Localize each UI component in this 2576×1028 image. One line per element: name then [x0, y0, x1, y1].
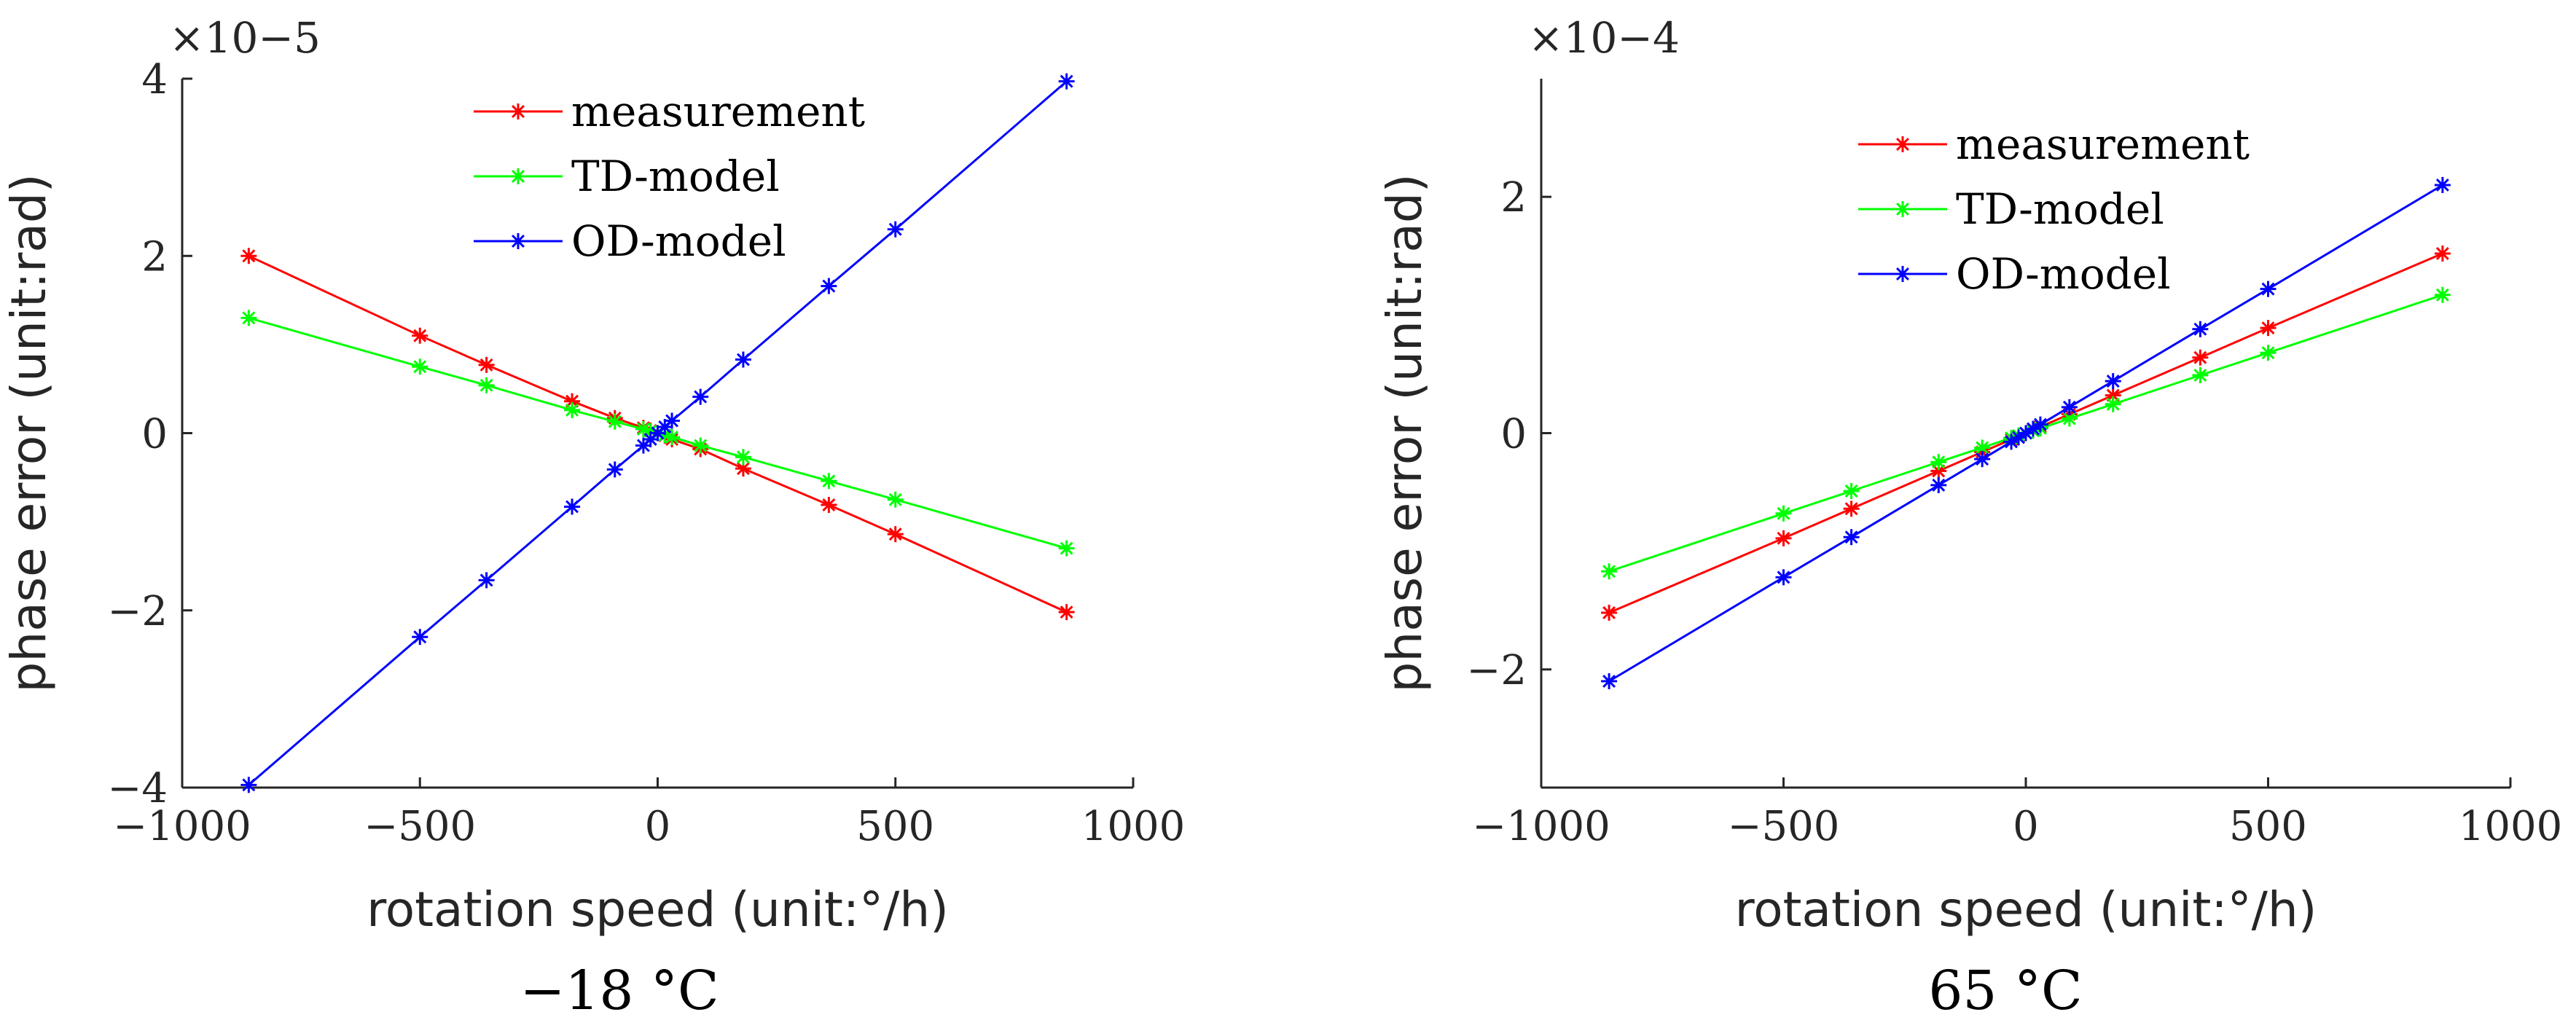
- x-tick-label: 1000: [2459, 803, 2563, 850]
- data-point-OD-model: [606, 461, 623, 478]
- y-tick-label: 4: [141, 56, 168, 103]
- data-point-TD-model: [1058, 540, 1075, 557]
- data-point-OD-model: [2105, 373, 2121, 390]
- data-point-measurement: [1843, 501, 1860, 517]
- data-point-measurement: [1601, 604, 1618, 621]
- legend-label: OD-model: [571, 216, 786, 266]
- data-point-OD-model: [478, 572, 495, 589]
- data-point-TD-model: [821, 473, 837, 490]
- data-point-TD-model: [735, 449, 751, 466]
- y-tick-label: 2: [141, 233, 168, 280]
- data-point-measurement: [412, 327, 428, 344]
- data-point-TD-model: [564, 401, 581, 418]
- y-tick-label: 0: [1500, 411, 1527, 458]
- data-point-measurement: [1058, 604, 1075, 621]
- data-point-OD-model: [887, 221, 904, 238]
- data-point-TD-model: [1775, 505, 1792, 522]
- legend-marker: [1896, 266, 1909, 282]
- y-exponent-label: ×10−4: [1528, 13, 1680, 63]
- data-point-TD-model: [664, 428, 681, 445]
- data-point-TD-model: [1601, 563, 1618, 580]
- data-point-OD-model: [735, 351, 751, 368]
- legend-label: OD-model: [1956, 249, 2171, 299]
- data-point-OD-model: [664, 412, 681, 429]
- data-point-OD-model: [1775, 569, 1792, 586]
- legend: measurement TD-model OD-model: [1858, 119, 2250, 299]
- x-tick-label: −1000: [1472, 803, 1610, 850]
- data-point-TD-model: [2061, 410, 2078, 427]
- legend-label: TD-model: [1956, 184, 2164, 234]
- x-axis-label: rotation speed (unit:°/h): [1735, 882, 2317, 938]
- y-tick-label: −4: [107, 765, 168, 812]
- x-tick-label: 0: [2013, 803, 2039, 850]
- data-point-TD-model: [2434, 286, 2451, 303]
- data-point-OD-model: [240, 777, 257, 793]
- legend-label: measurement: [1956, 119, 2250, 169]
- data-point-measurement: [821, 497, 837, 514]
- data-point-TD-model: [478, 377, 495, 393]
- data-point-TD-model: [692, 437, 709, 454]
- x-axis-label: rotation speed (unit:°/h): [367, 882, 949, 938]
- data-point-OD-model: [1601, 673, 1618, 690]
- x-tick-label: 0: [645, 803, 671, 850]
- data-point-TD-model: [2105, 396, 2121, 412]
- x-tick-label: 1000: [1081, 803, 1186, 850]
- data-point-TD-model: [240, 310, 257, 326]
- data-point-TD-model: [412, 358, 428, 375]
- data-point-measurement: [240, 248, 257, 264]
- data-point-OD-model: [2192, 321, 2209, 337]
- y-axis-label: phase error (unit:rad): [1, 174, 57, 693]
- data-point-measurement: [478, 356, 495, 373]
- data-point-TD-model: [2260, 345, 2276, 361]
- data-point-measurement: [887, 526, 904, 543]
- data-point-OD-model: [412, 629, 428, 646]
- legend-marker: [1896, 136, 1909, 152]
- legend-label: measurement: [571, 87, 865, 136]
- x-tick-label: −500: [364, 803, 476, 850]
- y-tick-label: −2: [107, 588, 168, 635]
- legend-marker: [512, 233, 525, 249]
- data-point-OD-model: [821, 278, 837, 294]
- data-point-measurement: [1775, 530, 1792, 546]
- y-tick-label: −2: [1466, 647, 1527, 694]
- panel-caption: −18 °C: [520, 960, 719, 1022]
- data-point-OD-model: [2061, 399, 2078, 415]
- y-axis-label: phase error (unit:rad): [1377, 174, 1433, 693]
- data-point-TD-model: [1843, 482, 1860, 499]
- data-point-TD-model: [1930, 454, 1947, 471]
- data-point-OD-model: [2032, 416, 2048, 433]
- data-point-OD-model: [692, 388, 709, 405]
- data-point-OD-model: [1058, 73, 1075, 90]
- data-point-OD-model: [2260, 280, 2276, 297]
- legend-marker: [512, 168, 525, 184]
- y-tick-label: 2: [1500, 174, 1527, 221]
- data-point-measurement: [2434, 246, 2451, 262]
- y-tick-label: 0: [141, 411, 168, 458]
- data-point-TD-model: [887, 491, 904, 508]
- panel-caption: 65 °C: [1928, 960, 2082, 1022]
- data-point-TD-model: [606, 413, 623, 430]
- legend-label: TD-model: [571, 152, 780, 201]
- y-exponent-label: ×10−5: [169, 13, 321, 63]
- data-point-measurement: [2260, 320, 2276, 337]
- data-point-OD-model: [564, 498, 581, 515]
- legend: measurement TD-model OD-model: [474, 87, 865, 266]
- x-tick-label: 500: [856, 803, 934, 850]
- data-point-measurement: [2192, 349, 2209, 366]
- x-tick-label: −1000: [113, 803, 251, 850]
- data-point-OD-model: [1843, 529, 1860, 546]
- chart-panel-1: −1000 −500 0 500 1000 −4 −2 0 2 4×10−5 rotation sp…: [1, 13, 1185, 1022]
- chart-panel-2: −1000 −500 0 500 1000 −2 0 2 ×10−4 rotation speed…: [1377, 13, 2562, 1022]
- x-tick-label: 500: [2229, 803, 2307, 850]
- x-tick-label: −500: [1728, 803, 1840, 850]
- data-point-OD-model: [2434, 176, 2451, 193]
- data-point-OD-model: [1930, 476, 1947, 493]
- data-point-TD-model: [2192, 367, 2209, 384]
- legend-marker: [1896, 201, 1909, 217]
- data-point-OD-model: [1974, 451, 1991, 468]
- legend-marker: [512, 103, 525, 119]
